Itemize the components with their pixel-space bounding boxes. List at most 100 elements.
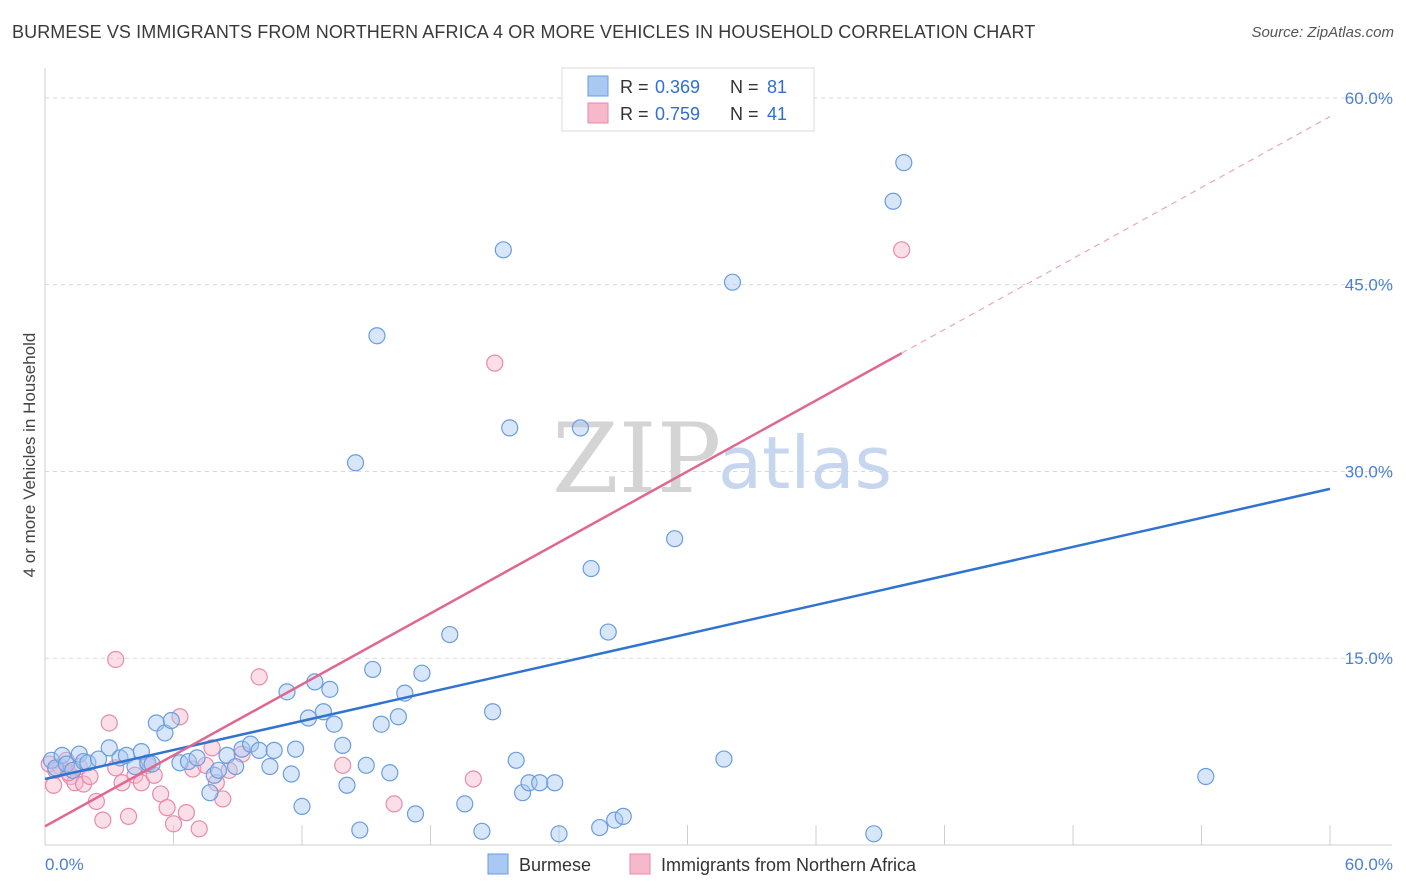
legend: R = 0.369 N = 81 R = 0.759 N = 41 bbox=[561, 67, 815, 132]
data-point bbox=[413, 664, 431, 682]
data-point bbox=[203, 739, 221, 757]
data-point bbox=[100, 714, 118, 732]
data-point bbox=[546, 774, 564, 792]
data-point bbox=[334, 736, 352, 754]
data-point bbox=[582, 559, 600, 578]
data-point bbox=[357, 756, 375, 774]
legend-r-label-blue: R = bbox=[620, 77, 649, 97]
data-point bbox=[188, 749, 206, 767]
data-point bbox=[351, 821, 369, 839]
data-point bbox=[201, 784, 219, 802]
trend-line-immigrants-extension bbox=[901, 116, 1331, 354]
data-point bbox=[884, 192, 902, 210]
data-point bbox=[158, 799, 176, 817]
data-point bbox=[486, 354, 504, 372]
data-point bbox=[190, 820, 208, 838]
data-point bbox=[456, 795, 474, 813]
data-point bbox=[441, 625, 459, 644]
legend-n-label-blue: N = bbox=[730, 77, 759, 97]
bottom-legend-swatch-immigrants bbox=[629, 853, 651, 875]
data-point bbox=[164, 815, 183, 833]
data-point bbox=[53, 746, 71, 764]
trend-line-immigrants bbox=[44, 352, 903, 828]
data-point bbox=[286, 740, 305, 758]
data-point bbox=[321, 680, 339, 698]
data-point bbox=[179, 752, 198, 771]
data-point bbox=[346, 454, 365, 472]
pink-series-points bbox=[40, 241, 911, 838]
data-point bbox=[282, 765, 300, 783]
source-credit: Source: ZipAtlas.com bbox=[1251, 24, 1394, 41]
data-point bbox=[94, 811, 112, 829]
data-point bbox=[66, 774, 84, 792]
y-tick-label: 45.0% bbox=[1345, 276, 1393, 295]
data-point bbox=[79, 754, 97, 772]
chart-title: BURMESE VS IMMIGRANTS FROM NORTHERN AFRI… bbox=[12, 22, 1036, 42]
data-point bbox=[57, 755, 76, 773]
bottom-legend-immigrants: Immigrants from Northern Africa bbox=[661, 855, 917, 875]
data-point bbox=[473, 822, 491, 840]
data-point bbox=[591, 818, 609, 837]
data-point bbox=[209, 761, 228, 779]
data-point bbox=[162, 711, 180, 730]
y-axis-ticks: 15.0% 30.0% 45.0% 60.0% bbox=[1345, 89, 1393, 668]
watermark-zip: ZIP bbox=[552, 403, 721, 515]
data-point bbox=[250, 741, 268, 759]
data-point bbox=[571, 419, 590, 437]
data-point bbox=[107, 650, 125, 669]
data-point bbox=[44, 776, 63, 794]
data-point bbox=[513, 784, 532, 802]
data-point bbox=[531, 774, 549, 792]
legend-n-label-pink: N = bbox=[730, 104, 759, 124]
data-point bbox=[177, 804, 195, 822]
data-point bbox=[494, 241, 512, 259]
legend-r-label-pink: R = bbox=[620, 104, 649, 124]
trend-lines bbox=[44, 116, 1331, 828]
data-point bbox=[715, 750, 733, 768]
data-point bbox=[293, 797, 311, 816]
data-point bbox=[372, 715, 390, 733]
grid bbox=[44, 68, 1392, 846]
y-tick-label: 15.0% bbox=[1345, 649, 1393, 668]
data-point bbox=[334, 756, 352, 774]
x-axis-ticks: 0.0% 60.0% bbox=[45, 855, 1393, 874]
data-point bbox=[614, 807, 632, 825]
data-point bbox=[132, 774, 150, 792]
data-point bbox=[119, 807, 138, 825]
y-tick-label: 60.0% bbox=[1345, 89, 1393, 108]
data-point bbox=[1197, 767, 1215, 786]
data-point bbox=[385, 795, 403, 813]
legend-swatch-pink bbox=[587, 102, 609, 124]
data-point bbox=[338, 776, 356, 794]
x-tick-label: 0.0% bbox=[45, 855, 84, 874]
bottom-legend: Burmese Immigrants from Northern Africa bbox=[487, 853, 917, 875]
y-axis-label: 4 or more Vehicles in Household bbox=[20, 333, 39, 578]
trend-line-burmese bbox=[44, 487, 1331, 781]
data-point bbox=[368, 327, 386, 345]
data-point bbox=[242, 735, 260, 753]
data-point bbox=[550, 825, 568, 843]
data-point bbox=[100, 739, 118, 757]
data-point bbox=[895, 154, 913, 172]
data-point bbox=[233, 740, 251, 758]
data-point bbox=[606, 811, 624, 829]
watermark-atlas: atlas bbox=[718, 421, 892, 505]
data-point bbox=[171, 708, 189, 726]
y-tick-label: 30.0% bbox=[1345, 462, 1393, 481]
data-point bbox=[865, 825, 883, 843]
watermark: ZIP atlas bbox=[552, 403, 892, 515]
bottom-legend-burmese: Burmese bbox=[519, 855, 591, 875]
data-point bbox=[599, 623, 617, 641]
legend-swatch-blue bbox=[587, 75, 609, 97]
legend-n-value-pink: 41 bbox=[767, 104, 787, 124]
data-point bbox=[325, 715, 343, 733]
data-point bbox=[261, 757, 279, 776]
bottom-legend-swatch-burmese bbox=[487, 853, 509, 875]
legend-n-value-blue: 81 bbox=[767, 77, 787, 97]
data-point bbox=[250, 668, 268, 686]
legend-r-value-pink: 0.759 bbox=[655, 104, 700, 124]
data-point bbox=[364, 660, 382, 679]
data-point bbox=[464, 770, 482, 788]
data-point bbox=[723, 273, 742, 291]
